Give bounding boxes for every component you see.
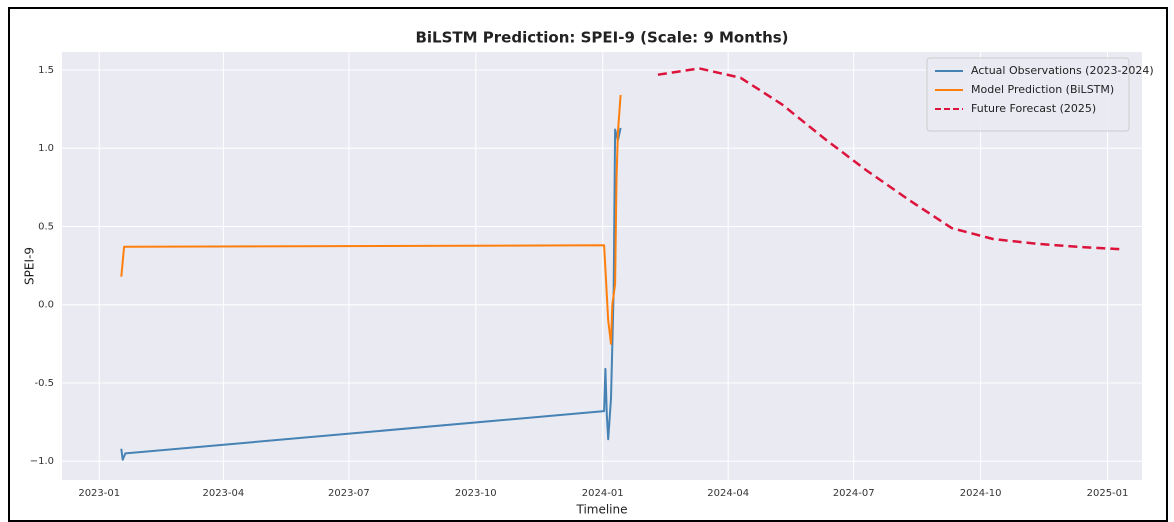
- series-line: [120, 94, 622, 345]
- legend-label: Model Prediction (BiLSTM): [971, 83, 1114, 96]
- series-line: [120, 127, 622, 461]
- x-tick-label: 2025-01: [1087, 488, 1129, 499]
- x-tick-label: 2024-10: [960, 488, 1002, 499]
- x-tick-label: 2024-01: [582, 488, 624, 499]
- x-tick-label: 2023-07: [328, 488, 370, 499]
- y-tick-label: 1.5: [38, 65, 54, 76]
- x-tick-label: 2024-04: [707, 488, 749, 499]
- series-line: [657, 67, 1120, 251]
- legend-label: Actual Observations (2023-2024): [971, 64, 1154, 77]
- chart-title: BiLSTM Prediction: SPEI-9 (Scale: 9 Mont…: [415, 29, 788, 47]
- x-tick-label: 2023-04: [202, 488, 244, 499]
- legend-box: [926, 57, 1130, 132]
- x-tick-label: 2023-10: [455, 488, 497, 499]
- x-axis-label: Timeline: [575, 503, 627, 517]
- y-tick-label: 1.0: [38, 143, 54, 154]
- y-axis-label: SPEI-9: [23, 247, 37, 285]
- y-tick-label: 0.0: [38, 300, 54, 311]
- y-tick-label: −1.0: [30, 456, 54, 467]
- legend-label: Future Forecast (2025): [971, 102, 1096, 115]
- x-tick-label: 2024-07: [833, 488, 875, 499]
- y-tick-label: -0.5: [34, 378, 54, 389]
- lines: [120, 67, 1120, 461]
- grid: [62, 52, 1142, 480]
- y-tick-label: 0.5: [38, 221, 54, 232]
- legend: Actual Observations (2023-2024) Model Pre…: [926, 57, 1154, 132]
- x-tick-label: 2023-01: [78, 488, 120, 499]
